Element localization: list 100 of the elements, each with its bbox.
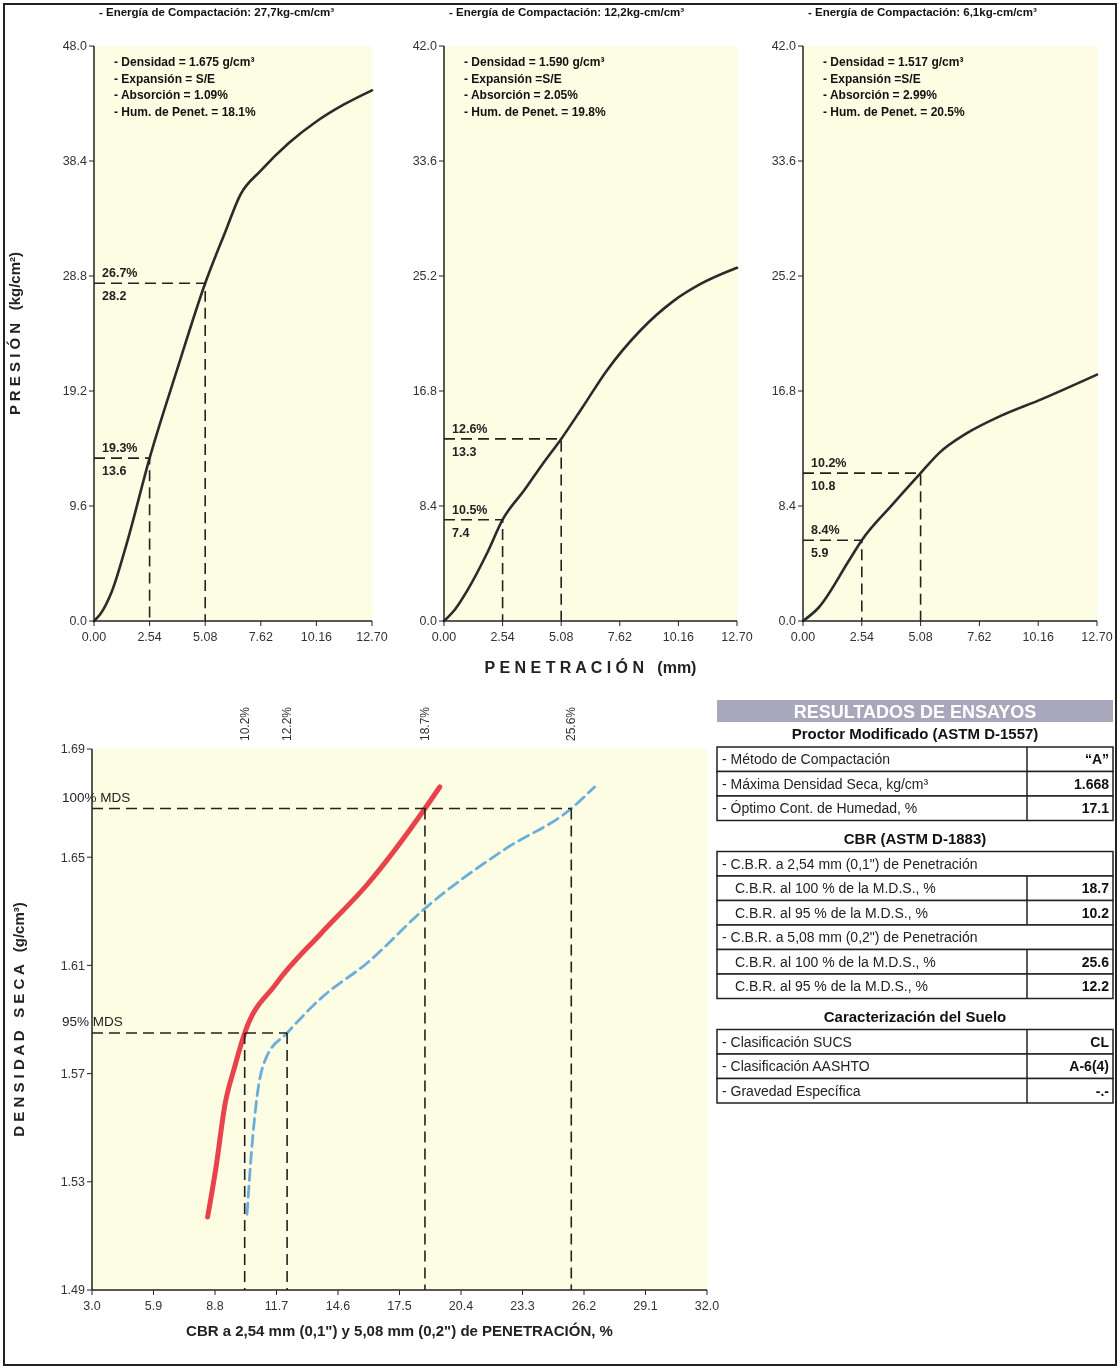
text: Proctor Modificado (ASTM D-1557) bbox=[791, 725, 1039, 742]
x-axis-title: P E N E T R A C I Ó N (mm) bbox=[484, 658, 697, 676]
text: CL bbox=[1090, 1033, 1110, 1050]
y-axis-title: P R E S I Ó N (kg/cm²) bbox=[6, 251, 23, 416]
annotation: 7.4 bbox=[452, 525, 470, 540]
y-tick-label: 8.4 bbox=[778, 499, 797, 514]
y-tick-label: 38.4 bbox=[62, 154, 88, 169]
text: -.- bbox=[1095, 1082, 1110, 1099]
y-tick-label: 28.8 bbox=[62, 269, 88, 284]
x-tick-label: 0.00 bbox=[790, 630, 816, 644]
text: - Clasificación SUCS bbox=[722, 1033, 852, 1050]
text: RESULTADOS DE ENSAYOS bbox=[793, 702, 1037, 722]
text: A-6(4) bbox=[1069, 1058, 1109, 1074]
text: Caracterización del Suelo bbox=[823, 1007, 1007, 1025]
y-tick-label: 1.65 bbox=[60, 850, 86, 865]
annotation: - Densidad = 1.675 g/cm³ bbox=[114, 55, 255, 69]
y-tick-label: 9.6 bbox=[69, 499, 88, 514]
y-tick-label: 8.4 bbox=[419, 499, 438, 514]
text: C.B.R. al 100 % de la M.D.S., % bbox=[735, 880, 936, 896]
text: 18.7 bbox=[1081, 880, 1110, 896]
annotation: 10.5% bbox=[452, 502, 488, 517]
annotation: - Expansión =S/E bbox=[464, 71, 562, 86]
annotation: 10.2% bbox=[811, 456, 847, 471]
y-tick-label: 42.0 bbox=[412, 39, 438, 54]
text: “A” bbox=[1084, 751, 1109, 767]
text: C.B.R. al 95 % de la M.D.S., % bbox=[735, 978, 928, 994]
x-tick-label: 10.16 bbox=[662, 630, 695, 644]
text: 10.2% bbox=[237, 706, 252, 741]
x-tick-label: 12.70 bbox=[721, 630, 753, 644]
y-tick-label: 1.53 bbox=[60, 1175, 86, 1190]
chart-title: - Energía de Compactación: 27,7kg-cm/cm³ bbox=[99, 6, 335, 18]
annotation: - Densidad = 1.590 g/cm³ bbox=[464, 55, 605, 69]
chart-title: - Energía de Compactación: 6,1kg-cm/cm³ bbox=[808, 6, 1037, 18]
text: - Gravedad Específica bbox=[722, 1082, 861, 1099]
annotation: - Hum. de Penet. = 19.8% bbox=[464, 104, 607, 119]
text: CBR (ASTM D-1883) bbox=[843, 829, 987, 847]
y-tick-label: 48.0 bbox=[62, 39, 88, 54]
text: - Clasificación AASHTO bbox=[722, 1058, 870, 1074]
y-tick-label: 42.0 bbox=[771, 39, 797, 54]
text: - Óptimo Cont. de Humedad, % bbox=[722, 800, 918, 816]
x-tick-label: 7.62 bbox=[248, 630, 273, 644]
x-tick-label: 10.16 bbox=[1022, 630, 1054, 644]
x-tick-label: 20.4 bbox=[448, 1299, 474, 1313]
y-tick-label: 16.8 bbox=[412, 384, 438, 399]
series-label: 95% MDS bbox=[62, 1014, 123, 1030]
x-tick-label: 14.6 bbox=[325, 1299, 351, 1313]
y-tick-label: 1.49 bbox=[60, 1283, 86, 1298]
x-axis-title: CBR a 2,54 mm (0,1") y 5,08 mm (0,2") de PENETRACIÓN, % bbox=[186, 1322, 613, 1339]
chart-title: - Energía de Compactación: 12,2kg-cm/cm³ bbox=[449, 6, 685, 18]
y-tick-label: 19.2 bbox=[62, 384, 88, 399]
y-tick-label: 33.6 bbox=[771, 154, 797, 169]
x-tick-label: 2.54 bbox=[490, 630, 515, 644]
y-tick-label: 0.0 bbox=[419, 614, 438, 629]
x-tick-label: 3.0 bbox=[83, 1299, 101, 1313]
y-tick-label: 16.8 bbox=[771, 384, 797, 399]
y-tick-label: 1.61 bbox=[60, 958, 86, 973]
x-tick-label: 5.08 bbox=[549, 630, 574, 644]
x-tick-label: 12.70 bbox=[356, 630, 388, 644]
annotation: - Expansión =S/E bbox=[823, 71, 921, 86]
x-tick-label: 29.1 bbox=[633, 1299, 658, 1313]
y-tick-label: 0.0 bbox=[778, 614, 797, 629]
y-tick-label: 25.2 bbox=[412, 269, 438, 284]
x-tick-label: 0.00 bbox=[81, 630, 107, 644]
annotation: 5.9 bbox=[811, 546, 829, 561]
text: - Método de Compactación bbox=[722, 751, 891, 767]
text: 18.7% bbox=[417, 706, 432, 741]
x-tick-label: 23.3 bbox=[510, 1299, 535, 1313]
text: - C.B.R. a 5,08 mm (0,2") de Penetración bbox=[722, 929, 978, 945]
text: 17.1 bbox=[1081, 800, 1110, 816]
y-tick-label: 33.6 bbox=[412, 154, 438, 169]
x-tick-label: 5.08 bbox=[908, 630, 933, 644]
y-tick-label: 0.0 bbox=[69, 614, 88, 629]
x-tick-label: 2.54 bbox=[849, 630, 874, 644]
annotation: 8.4% bbox=[811, 523, 840, 538]
text: 12.2% bbox=[280, 706, 295, 741]
x-tick-label: 7.62 bbox=[967, 630, 992, 644]
annotation: 13.6 bbox=[102, 464, 127, 479]
y-tick-label: 1.69 bbox=[60, 742, 86, 757]
x-tick-label: 5.08 bbox=[193, 630, 218, 644]
text: C.B.R. al 100 % de la M.D.S., % bbox=[735, 953, 936, 970]
text: 10.2 bbox=[1081, 904, 1110, 921]
annotation: 13.3 bbox=[452, 444, 477, 459]
x-tick-label: 5.9 bbox=[144, 1299, 163, 1313]
annotation: - Hum. de Penet. = 20.5% bbox=[823, 104, 966, 119]
text: 25.6 bbox=[1081, 953, 1110, 970]
x-tick-label: 0.00 bbox=[431, 630, 457, 644]
y-tick-label: 25.2 bbox=[771, 269, 797, 284]
x-tick-label: 10.16 bbox=[300, 630, 333, 644]
text: - Máxima Densidad Seca, kg/cm³ bbox=[722, 775, 929, 792]
annotation: 12.6% bbox=[452, 421, 488, 436]
annotation: 10.8 bbox=[811, 479, 836, 494]
annotation: - Densidad = 1.517 g/cm³ bbox=[823, 55, 964, 69]
x-tick-label: 11.7 bbox=[264, 1299, 289, 1313]
x-tick-label: 2.54 bbox=[137, 630, 162, 644]
annotation: 19.3% bbox=[102, 441, 138, 456]
annotation: - Absorción = 2.05% bbox=[464, 88, 579, 102]
x-tick-label: 26.2 bbox=[571, 1299, 597, 1313]
y-axis-title: D E N S I D A D S E C A (g/cm³) bbox=[10, 902, 27, 1137]
x-tick-label: 7.62 bbox=[607, 630, 632, 644]
annotation: 28.2 bbox=[102, 289, 127, 304]
